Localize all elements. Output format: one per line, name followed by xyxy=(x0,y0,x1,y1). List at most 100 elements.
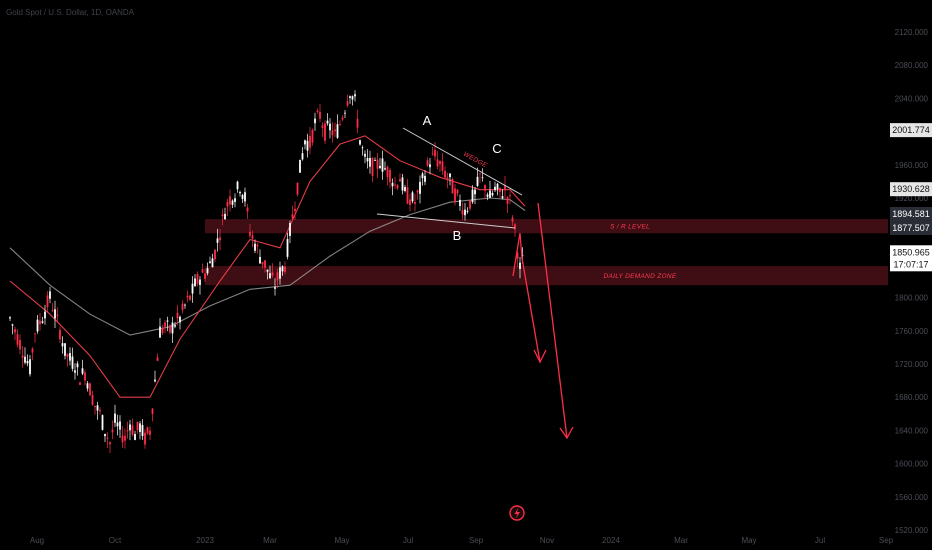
candles-layer xyxy=(9,90,524,454)
candle-body xyxy=(129,424,131,431)
candle-body xyxy=(356,118,359,128)
candle-body xyxy=(251,235,254,239)
candle-body xyxy=(421,173,424,179)
candle-body xyxy=(41,321,44,323)
candle-body xyxy=(301,153,304,160)
candle-body xyxy=(164,322,166,327)
candle-body xyxy=(284,266,286,272)
candle-body xyxy=(521,255,524,257)
candle-body xyxy=(46,295,49,308)
candle-body xyxy=(189,295,191,300)
candle-body xyxy=(511,217,514,222)
countdown-timer: 17:07:17 xyxy=(893,259,928,269)
candle-body xyxy=(191,283,194,294)
candle-body xyxy=(491,193,494,196)
candle-body xyxy=(36,319,39,332)
candle-body xyxy=(336,124,339,138)
y-tick-label: 2080.000 xyxy=(895,61,929,70)
candle-body xyxy=(156,357,159,361)
candle-body xyxy=(436,159,439,167)
candle-body xyxy=(386,166,389,178)
point-label-c: C xyxy=(492,141,501,156)
candle-body xyxy=(316,110,319,112)
projection-arrow-1 xyxy=(512,232,541,363)
candle-body xyxy=(206,268,209,274)
candle-body xyxy=(89,383,91,396)
candle-body xyxy=(416,190,419,193)
candle-body xyxy=(479,173,481,175)
candle-body xyxy=(219,237,221,241)
candle-body xyxy=(96,405,99,411)
candle-body xyxy=(384,168,386,170)
candle-body xyxy=(324,123,326,141)
candle-body xyxy=(334,129,336,132)
y-tick-label: 1560.000 xyxy=(895,493,929,502)
candle-body xyxy=(171,322,174,334)
candle-body xyxy=(399,179,401,182)
candle-body xyxy=(269,273,271,279)
candle-body xyxy=(116,422,119,427)
candle-body xyxy=(161,328,164,333)
time-axis[interactable]: Aug Oct 2023 Mar May Jul Sep Nov 2024 Mar May Jul Se… xyxy=(30,536,894,545)
candle-body xyxy=(501,196,504,199)
candle-body xyxy=(296,182,299,195)
candle-body xyxy=(211,258,214,268)
y-tick-label: 1960.000 xyxy=(895,161,929,170)
candle-body xyxy=(351,96,354,100)
candle-body xyxy=(244,192,246,202)
candle-body xyxy=(11,324,14,326)
candle-body xyxy=(446,177,449,179)
candle-body xyxy=(149,430,151,435)
candle-body xyxy=(419,181,421,194)
candle-body xyxy=(341,117,344,120)
candle-body xyxy=(19,340,21,350)
price-label-value: 1877.507 xyxy=(892,223,930,233)
candle-body xyxy=(144,432,146,445)
candle-body xyxy=(379,165,381,169)
candle-body xyxy=(249,231,251,236)
candle-body xyxy=(461,210,464,215)
candle-body xyxy=(466,210,469,212)
candle-body xyxy=(504,185,506,190)
candle-body xyxy=(39,320,41,325)
candle-body xyxy=(471,189,474,203)
lightning-bolt-icon[interactable] xyxy=(509,505,525,521)
candle-body xyxy=(21,355,24,358)
candle-body xyxy=(174,325,176,327)
candle-body xyxy=(514,224,516,230)
x-tick-label: Jul xyxy=(815,536,825,545)
y-tick-label: 1640.000 xyxy=(895,426,929,435)
candle-body xyxy=(64,343,66,356)
current-price-box xyxy=(890,245,932,272)
candle-body xyxy=(499,187,501,193)
price-label-box xyxy=(890,123,932,138)
candle-body xyxy=(194,278,196,287)
price-label-box xyxy=(890,207,932,221)
candle-body xyxy=(476,176,479,186)
zone-rect xyxy=(205,219,888,234)
candle-body xyxy=(146,427,149,434)
arrow-head-2 xyxy=(559,426,574,440)
candle-body xyxy=(159,326,161,338)
candle-body xyxy=(489,190,491,198)
candle-body xyxy=(394,184,396,186)
candle-body xyxy=(224,213,226,220)
candle-body xyxy=(311,129,314,143)
candle-body xyxy=(339,123,341,125)
candle-body xyxy=(414,201,416,204)
candle-body xyxy=(136,422,139,431)
candle-body xyxy=(226,201,229,207)
candle-body xyxy=(321,125,324,128)
y-tick-label: 1520.000 xyxy=(895,526,929,535)
candle-body xyxy=(289,223,291,236)
candle-body xyxy=(141,425,144,437)
candle-body xyxy=(381,158,384,172)
candle-body xyxy=(109,442,111,445)
candle-body xyxy=(494,186,496,191)
candle-body xyxy=(264,260,266,268)
price-label-value: 1894.581 xyxy=(892,209,930,219)
candle-body xyxy=(444,170,446,178)
candle-body xyxy=(81,368,84,374)
candle-body xyxy=(186,295,189,298)
